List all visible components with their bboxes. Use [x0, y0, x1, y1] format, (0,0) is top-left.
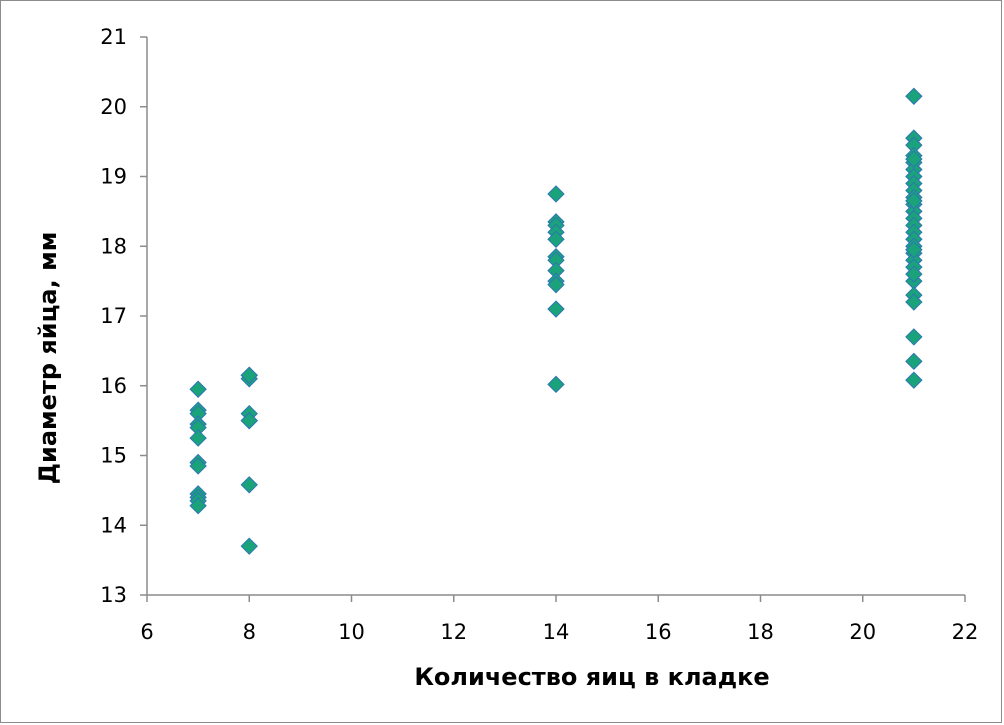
data-point [905, 241, 923, 259]
data-point [905, 328, 923, 346]
data-point [240, 411, 258, 430]
data-point [240, 537, 258, 555]
axes: 13 14 15 16 17 18 19 20 21 6 8 10 12 14 16 18 20 22 [100, 25, 978, 644]
y-tick-label: 14 [100, 513, 127, 537]
data-point [905, 150, 923, 168]
data-point [240, 476, 258, 494]
data-points [189, 87, 923, 555]
data-point [905, 192, 923, 210]
y-tick-label: 17 [100, 304, 127, 328]
y-tick-label: 19 [100, 165, 127, 189]
y-tick-label: 18 [100, 234, 127, 258]
data-point [547, 185, 565, 203]
x-tick-label: 14 [543, 620, 570, 644]
x-tick-label: 10 [338, 620, 365, 644]
y-tick-label: 16 [100, 374, 127, 398]
data-point [189, 380, 207, 398]
data-point [240, 366, 258, 384]
x-axis-title: Количество яиц в кладке [414, 663, 769, 691]
data-point [547, 375, 565, 394]
data-point [905, 87, 923, 105]
data-point [189, 429, 207, 447]
data-point [547, 275, 565, 294]
x-tick-label: 12 [440, 620, 467, 644]
x-tick-label: 8 [243, 620, 256, 644]
data-point [905, 352, 923, 371]
x-tick-label: 16 [645, 620, 672, 644]
y-axis-title: Диаметр яйца, мм [34, 232, 62, 485]
data-point [189, 497, 207, 515]
x-tick-label: 6 [140, 620, 153, 644]
data-point [905, 371, 923, 389]
x-tick-label: 18 [747, 620, 774, 644]
data-point [189, 457, 207, 475]
data-point [905, 293, 923, 311]
x-tick-label: 20 [849, 620, 876, 644]
y-tick-label: 21 [100, 25, 127, 49]
x-tick-label: 22 [952, 620, 979, 644]
data-point [905, 265, 923, 283]
y-tick-label: 15 [100, 444, 127, 468]
y-tick-label: 20 [100, 95, 127, 119]
data-point [547, 300, 565, 318]
data-point [547, 230, 565, 248]
y-tick-label: 13 [100, 583, 127, 607]
